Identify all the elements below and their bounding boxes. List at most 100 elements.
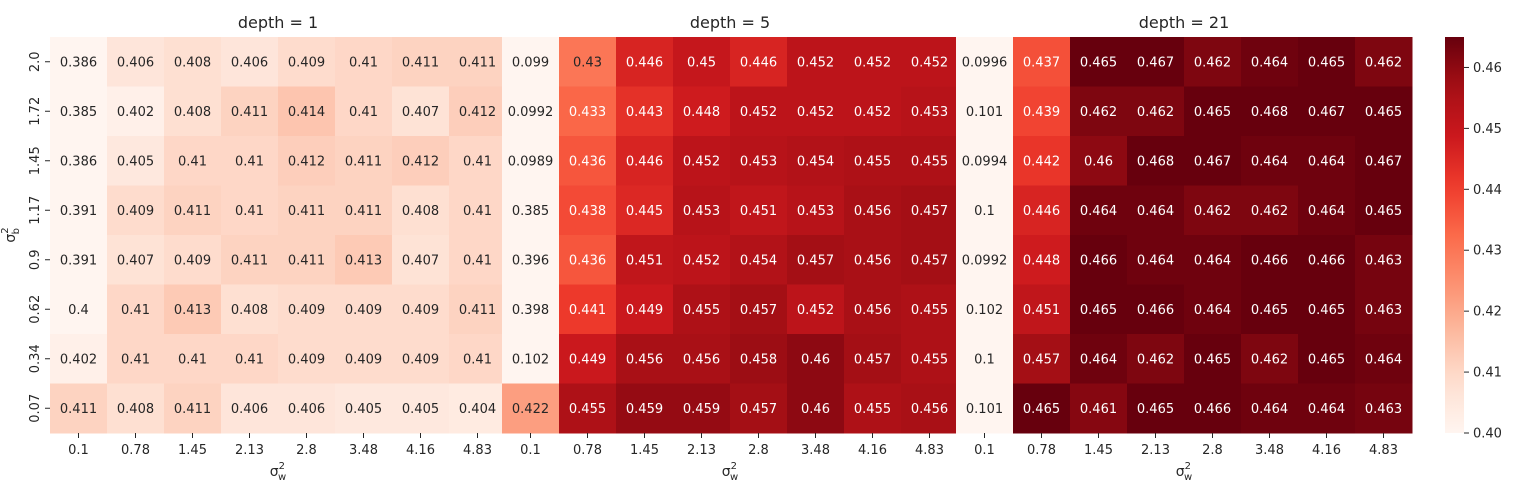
cell-value-label: 0.465 bbox=[1365, 204, 1402, 219]
cell-value-label: 0.422 bbox=[512, 402, 549, 417]
heatmap-cell bbox=[335, 136, 393, 186]
cell-value-label: 0.451 bbox=[626, 253, 663, 268]
heatmap-cell bbox=[50, 37, 108, 87]
heatmap-cell bbox=[1298, 86, 1356, 137]
colorbar-tick-label: 0.45 bbox=[1473, 122, 1502, 137]
cell-value-label: 0.408 bbox=[231, 303, 268, 318]
heatmap-cell bbox=[1127, 37, 1185, 87]
heatmap-cell bbox=[616, 334, 674, 384]
heatmap-cell bbox=[1241, 185, 1299, 236]
cell-value-label: 0.465 bbox=[1308, 55, 1345, 70]
cell-value-label: 0.452 bbox=[797, 303, 834, 318]
heatmap-cell bbox=[50, 284, 108, 335]
cell-value-label: 0.465 bbox=[1308, 303, 1345, 318]
heatmap-cell bbox=[616, 235, 674, 285]
x-tick-label: 2.13 bbox=[235, 443, 264, 458]
x-tick-label: 0.78 bbox=[573, 443, 602, 458]
heatmap-cell bbox=[1127, 86, 1185, 137]
cell-value-label: 0.413 bbox=[174, 303, 211, 318]
heatmap-cell bbox=[1355, 86, 1413, 137]
heatmap-cell bbox=[107, 235, 165, 285]
heatmap-cell bbox=[1070, 37, 1128, 87]
heatmap-cell bbox=[1298, 185, 1356, 236]
heatmap-cell bbox=[1184, 185, 1242, 236]
cell-value-label: 0.408 bbox=[117, 402, 154, 417]
cell-value-label: 0.41 bbox=[235, 154, 264, 169]
heatmap-cell bbox=[164, 86, 222, 137]
cell-value-label: 0.4 bbox=[68, 303, 89, 318]
heatmap-cell bbox=[449, 185, 507, 236]
heatmap-cell bbox=[730, 334, 788, 384]
cell-value-label: 0.443 bbox=[626, 105, 663, 120]
heatmap-cell bbox=[901, 136, 959, 186]
cell-value-label: 0.464 bbox=[1251, 55, 1288, 70]
heatmap-cell bbox=[278, 136, 336, 186]
cell-value-label: 0.457 bbox=[797, 253, 834, 268]
cell-value-label: 0.467 bbox=[1194, 154, 1231, 169]
cell-value-label: 0.466 bbox=[1308, 253, 1345, 268]
cell-value-label: 0.449 bbox=[626, 303, 663, 318]
cell-value-label: 0.41 bbox=[463, 352, 492, 367]
heatmap-cell bbox=[1298, 334, 1356, 384]
heatmap-cell bbox=[956, 383, 1014, 434]
heatmap-cell bbox=[449, 383, 507, 434]
cell-value-label: 0.448 bbox=[683, 105, 720, 120]
heatmap-cell bbox=[1298, 37, 1356, 87]
heatmap-cell bbox=[844, 136, 902, 186]
cell-value-label: 0.0996 bbox=[962, 55, 1008, 70]
cell-value-label: 0.462 bbox=[1137, 105, 1174, 120]
x-tick-label: 1.45 bbox=[178, 443, 207, 458]
cell-value-label: 0.464 bbox=[1251, 402, 1288, 417]
heatmap-cell bbox=[1127, 136, 1185, 186]
heatmap-cell bbox=[730, 284, 788, 335]
heatmap-cell bbox=[1298, 383, 1356, 434]
cell-value-label: 0.404 bbox=[459, 402, 496, 417]
heatmap-cell bbox=[392, 37, 450, 87]
cell-value-label: 0.458 bbox=[740, 352, 777, 367]
cell-value-label: 0.462 bbox=[1251, 352, 1288, 367]
cell-value-label: 0.407 bbox=[117, 253, 154, 268]
cell-value-label: 0.405 bbox=[345, 402, 382, 417]
cell-value-label: 0.406 bbox=[117, 55, 154, 70]
heatmap-cell bbox=[164, 334, 222, 384]
heatmap-cell bbox=[278, 235, 336, 285]
heatmap-cell bbox=[50, 86, 108, 137]
heatmap-cell bbox=[107, 185, 165, 236]
heatmap-cell bbox=[1013, 383, 1071, 434]
cell-value-label: 0.412 bbox=[459, 105, 496, 120]
cell-value-label: 0.438 bbox=[569, 204, 606, 219]
heatmap-cell bbox=[392, 185, 450, 236]
cell-value-label: 0.445 bbox=[626, 204, 663, 219]
cell-value-label: 0.466 bbox=[1194, 402, 1231, 417]
heatmap-cell bbox=[730, 37, 788, 87]
cell-value-label: 0.411 bbox=[174, 402, 211, 417]
cell-value-label: 0.402 bbox=[117, 105, 154, 120]
heatmap-cell bbox=[673, 235, 731, 285]
heatmap-cell bbox=[1013, 86, 1071, 137]
heatmap-cell bbox=[1184, 334, 1242, 384]
cell-value-label: 0.414 bbox=[288, 105, 325, 120]
heatmap-cell bbox=[956, 86, 1014, 137]
cell-value-label: 0.408 bbox=[174, 55, 211, 70]
heatmap-cell bbox=[50, 383, 108, 434]
cell-value-label: 0.456 bbox=[911, 402, 948, 417]
cell-value-label: 0.409 bbox=[402, 303, 439, 318]
cell-value-label: 0.391 bbox=[60, 204, 97, 219]
colorbar-tick-label: 0.43 bbox=[1473, 244, 1502, 259]
cell-value-label: 0.465 bbox=[1194, 105, 1231, 120]
cell-value-label: 0.464 bbox=[1137, 253, 1174, 268]
heatmap-cell bbox=[449, 334, 507, 384]
cell-value-label: 0.411 bbox=[174, 204, 211, 219]
cell-value-label: 0.466 bbox=[1080, 253, 1117, 268]
x-tick-label: 2.8 bbox=[748, 443, 769, 458]
colorbar-tick-label: 0.40 bbox=[1473, 427, 1502, 442]
cell-value-label: 0.463 bbox=[1365, 402, 1402, 417]
cell-value-label: 0.452 bbox=[797, 105, 834, 120]
heatmap-cell bbox=[1013, 284, 1071, 335]
heatmap-cell bbox=[956, 284, 1014, 335]
cell-value-label: 0.099 bbox=[512, 55, 549, 70]
cell-value-label: 0.41 bbox=[178, 352, 207, 367]
heatmap-cell bbox=[278, 37, 336, 87]
colorbar-tick-label: 0.42 bbox=[1473, 305, 1502, 320]
cell-value-label: 0.412 bbox=[402, 154, 439, 169]
